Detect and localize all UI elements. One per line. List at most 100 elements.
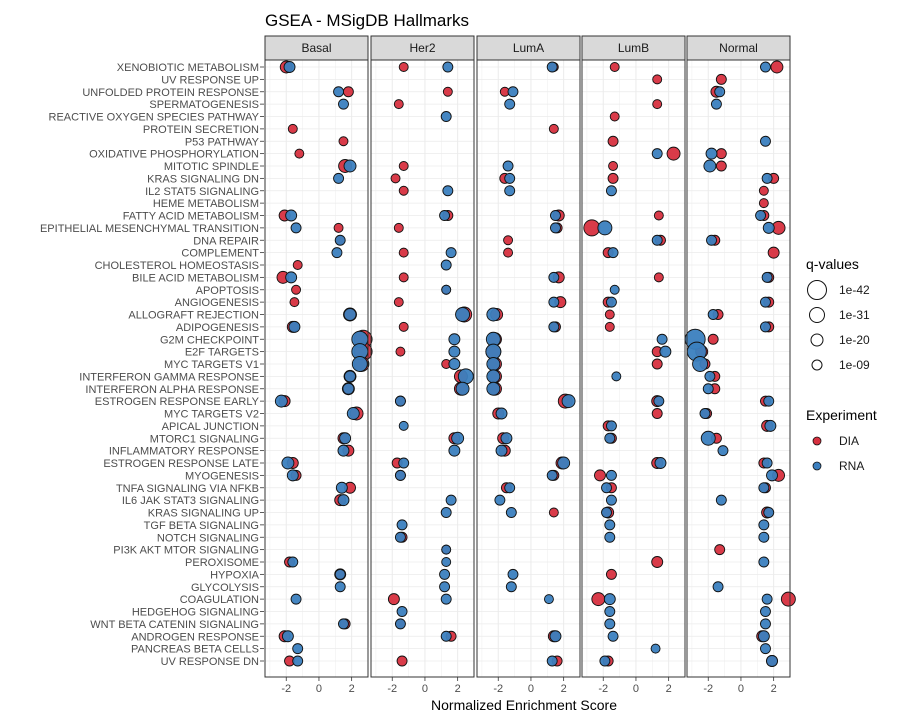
point-dia-normal-heme-metabolism bbox=[758, 198, 769, 209]
point-rna-basal-wnt-beta-catenin-signaling bbox=[338, 618, 349, 630]
point-rna-luma-adipogenesis bbox=[548, 321, 560, 333]
point-dia-luma-protein-secretion bbox=[548, 123, 559, 134]
pathway-label-interferon-gamma-response: INTERFERON GAMMA RESPONSE bbox=[79, 371, 259, 383]
point-dia-basal-cholesterol-homeostasis bbox=[292, 260, 303, 270]
pathway-label-cholesterol-homeostasis: CHOLESTEROL HOMEOSTASIS bbox=[95, 260, 259, 272]
size-legend-label-1e-09: 1e-09 bbox=[839, 358, 870, 372]
panel-border-luma bbox=[476, 59, 581, 678]
point-dia-her2-spermatogenesis bbox=[393, 99, 404, 110]
point-rna-basal-xenobiotic-metabolism bbox=[283, 61, 296, 73]
point-rna-normal-oxidative-phosphorylation bbox=[705, 147, 718, 160]
point-dia-her2-angiogenesis bbox=[393, 297, 404, 308]
point-rna-normal-bile-acid-metabolism bbox=[761, 271, 773, 283]
point-rna-basal-myogenesis bbox=[286, 469, 299, 482]
point-rna-lumb-g2m-checkpoint bbox=[656, 333, 668, 345]
point-rna-her2-estrogen-response-early bbox=[394, 395, 406, 407]
point-rna-normal-peroxisome bbox=[758, 556, 770, 568]
point-rna-her2-allograft-rejection bbox=[455, 307, 471, 322]
point-dia-her2-uv-response-dn bbox=[396, 655, 408, 667]
x-tick-label-normal: 0 bbox=[738, 683, 744, 695]
point-rna-luma-kras-signaling-up bbox=[505, 507, 517, 518]
pathway-label-hypoxia: HYPOXIA bbox=[210, 569, 260, 581]
point-rna-luma-il6-jak-stat3-signaling bbox=[494, 494, 506, 506]
size-legend-label-1e-31: 1e-31 bbox=[839, 308, 870, 322]
color-legend: Experiment DIA RNA bbox=[806, 407, 877, 473]
point-rna-lumb-oxidative-phosphorylation bbox=[651, 148, 663, 160]
point-rna-her2-apical-junction bbox=[398, 420, 409, 431]
panel-border-normal bbox=[686, 59, 791, 678]
point-rna-normal-myogenesis bbox=[766, 469, 778, 482]
point-rna-normal-angiogenesis bbox=[760, 296, 771, 308]
point-rna-luma-myc-targets-v1 bbox=[486, 357, 501, 371]
pathway-label-oxidative-phosphorylation: OXIDATIVE PHOSPHORYLATION bbox=[89, 149, 259, 161]
point-rna-basal-myc-targets-v2 bbox=[346, 407, 360, 420]
point-dia-basal-angiogenesis bbox=[289, 297, 300, 308]
point-rna-basal-fatty-acid-metabolism bbox=[285, 209, 298, 222]
point-rna-basal-unfolded-protein-response bbox=[333, 86, 345, 98]
point-rna-luma-mitotic-spindle bbox=[502, 160, 514, 172]
point-rna-luma-inflammatory-response bbox=[495, 444, 508, 457]
x-tick-label-lumb: 2 bbox=[666, 683, 672, 695]
pathway-label-myc-targets-v1: MYC TARGETS V1 bbox=[164, 359, 259, 371]
point-rna-luma-mtorc1-signaling bbox=[500, 432, 513, 445]
point-rna-lumb-coagulation bbox=[603, 593, 616, 606]
point-rna-basal-interferon-gamma-response bbox=[344, 370, 356, 383]
pathway-label-apical-junction: APICAL JUNCTION bbox=[162, 421, 259, 433]
point-rna-lumb-epithelial-mesenchymal-transition bbox=[597, 220, 613, 236]
pathway-label-apoptosis: APOPTOSIS bbox=[196, 285, 259, 297]
point-rna-luma-tnfa-signaling-via-nfkb bbox=[504, 482, 516, 494]
point-rna-normal-interferon-gamma-response bbox=[704, 370, 716, 382]
point-rna-normal-inflammatory-response bbox=[717, 445, 729, 457]
size-legend-label-1e-20: 1e-20 bbox=[839, 333, 870, 347]
point-rna-her2-peroxisome bbox=[441, 557, 452, 567]
pathway-label-spermatogenesis: SPERMATOGENESIS bbox=[149, 99, 259, 111]
point-rna-normal-androgen-response bbox=[757, 630, 770, 643]
pathway-label-mitotic-spindle: MITOTIC SPINDLE bbox=[164, 161, 259, 173]
point-rna-basal-pancreas-beta-cells bbox=[292, 643, 304, 655]
color-legend-label-rna: RNA bbox=[839, 459, 864, 473]
pathway-label-pancreas-beta-cells: PANCREAS BETA CELLS bbox=[131, 644, 259, 656]
panel-border-her2 bbox=[370, 59, 475, 678]
pathway-label-protein-secretion: PROTEIN SECRETION bbox=[143, 124, 259, 136]
point-rna-her2-myogenesis bbox=[394, 469, 406, 481]
point-rna-basal-inflammatory-response bbox=[337, 444, 350, 457]
point-rna-basal-myc-targets-v1 bbox=[351, 356, 368, 372]
point-dia-her2-kras-signaling-dn bbox=[390, 173, 401, 184]
point-rna-lumb-myogenesis bbox=[605, 469, 617, 481]
pathway-label-adipogenesis: ADIPOGENESIS bbox=[176, 322, 259, 334]
pathway-label-e2f-targets: E2F TARGETS bbox=[185, 347, 259, 359]
point-dia-basal-apoptosis bbox=[291, 284, 302, 295]
point-rna-her2-interferon-alpha-response bbox=[455, 381, 470, 396]
point-rna-her2-glycolysis bbox=[439, 581, 451, 593]
pathway-label-interferon-alpha-response: INTERFERON ALPHA RESPONSE bbox=[85, 384, 259, 396]
point-rna-lumb-pancreas-beta-cells bbox=[650, 643, 661, 654]
point-rna-basal-allograft-rejection bbox=[343, 308, 357, 321]
point-dia-normal-pi3k-akt-mtor-signaling bbox=[714, 544, 726, 556]
point-dia-normal-mitotic-spindle bbox=[715, 160, 727, 172]
pathway-label-epithelial-mesenchymal-transition: EPITHELIAL MESENCHYMAL TRANSITION bbox=[40, 223, 259, 235]
point-rna-lumb-apoptosis bbox=[609, 284, 620, 295]
point-rna-normal-dna-repair bbox=[706, 234, 717, 246]
point-rna-luma-kras-signaling-dn bbox=[504, 172, 516, 184]
pathway-label-unfolded-protein-response: UNFOLDED PROTEIN RESPONSE bbox=[82, 87, 259, 99]
point-rna-luma-unfolded-protein-response bbox=[507, 86, 519, 98]
facet-strip-her2 bbox=[370, 35, 475, 61]
point-rna-normal-uv-response-dn bbox=[766, 655, 778, 667]
pathway-label-p53-pathway: P53 PATHWAY bbox=[185, 136, 260, 148]
point-rna-her2-il6-jak-stat3-signaling bbox=[445, 494, 457, 506]
color-legend-key-dia bbox=[812, 436, 822, 446]
panel-background bbox=[371, 60, 474, 677]
point-rna-normal-estrogen-response-early bbox=[763, 395, 775, 407]
pathway-label-il6-jak-stat3-signaling: IL6 JAK STAT3 SIGNALING bbox=[122, 495, 259, 507]
point-dia-her2-xenobiotic-metabolism bbox=[398, 62, 409, 72]
point-rna-luma-epithelial-mesenchymal-transition bbox=[550, 222, 561, 234]
point-dia-luma-complement bbox=[503, 247, 514, 258]
pathway-label-hedgehog-signaling: HEDGEHOG SIGNALING bbox=[132, 607, 259, 619]
pathway-label-myogenesis: MYOGENESIS bbox=[185, 470, 259, 482]
x-tick-label-basal: 2 bbox=[349, 683, 355, 695]
point-dia-luma-kras-signaling-up bbox=[548, 507, 559, 518]
point-rna-luma-allograft-rejection bbox=[486, 307, 501, 322]
point-rna-basal-hypoxia bbox=[334, 568, 346, 580]
pathway-label-complement: COMPLEMENT bbox=[181, 248, 259, 260]
point-rna-basal-estrogen-response-early bbox=[274, 394, 288, 408]
